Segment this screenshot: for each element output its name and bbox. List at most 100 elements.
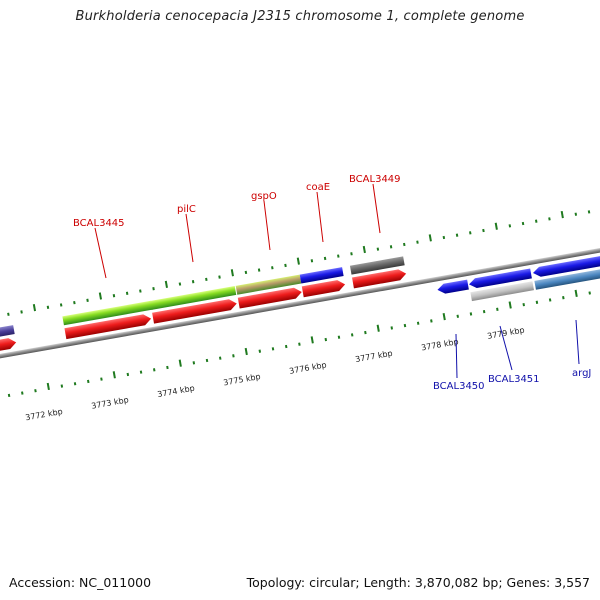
minor-tick — [562, 296, 565, 300]
major-tick — [574, 289, 578, 297]
reverse-cog-track — [470, 261, 600, 302]
minor-tick — [112, 294, 116, 298]
reverse-cog-gene[interactable] — [470, 281, 534, 302]
major-tick — [508, 301, 512, 309]
reverse-gene-arrow[interactable] — [468, 268, 532, 289]
minor-tick — [469, 231, 472, 235]
minor-tick — [324, 337, 328, 342]
minor-tick — [218, 275, 221, 279]
minor-tick — [271, 266, 274, 270]
major-tick — [560, 210, 564, 219]
major-tick — [442, 313, 446, 321]
minor-tick — [535, 300, 539, 304]
minor-tick — [350, 333, 354, 337]
major-tick — [178, 359, 182, 367]
kbp-label: 3778 kbp — [421, 337, 460, 352]
minor-tick — [548, 217, 551, 221]
reverse-gene-arrow[interactable] — [532, 249, 600, 278]
minor-tick — [482, 309, 486, 314]
forward-gene-arrow[interactable] — [0, 337, 17, 359]
outer-tick-ring — [7, 210, 591, 316]
minor-tick — [574, 212, 578, 216]
forward-gene-arrow[interactable] — [152, 298, 238, 324]
reverse-gene-arrow[interactable] — [437, 279, 469, 295]
minor-tick — [508, 224, 512, 228]
minor-tick — [521, 221, 525, 226]
forward-cog-gene[interactable] — [62, 300, 153, 326]
forward-gene-arrow[interactable] — [352, 268, 407, 289]
minor-tick — [588, 291, 591, 295]
forward-gene-arrow[interactable] — [237, 287, 303, 309]
callout-line — [575, 319, 580, 365]
minor-tick — [7, 393, 11, 398]
minor-tick — [455, 233, 459, 237]
minor-tick — [337, 254, 340, 258]
gene-label-BCAL3450[interactable]: BCAL3450 — [433, 381, 485, 392]
minor-tick — [376, 247, 380, 251]
page-title: Burkholderia cenocepacia J2315 chromosom… — [75, 9, 525, 24]
forward-cog-gene[interactable] — [349, 256, 405, 275]
minor-tick — [389, 245, 393, 249]
minor-tick — [166, 365, 169, 370]
major-tick — [296, 257, 300, 265]
minor-tick — [100, 377, 103, 381]
major-tick — [244, 347, 248, 356]
major-tick — [46, 382, 50, 391]
minor-tick — [86, 298, 89, 302]
chromosome-backbone — [0, 240, 600, 363]
forward-gene-arrow[interactable] — [64, 313, 152, 340]
minor-tick — [139, 370, 143, 374]
minor-tick — [482, 228, 485, 233]
minor-tick — [126, 372, 130, 377]
forward-gene-arrow[interactable] — [301, 279, 346, 298]
major-tick — [230, 269, 234, 277]
minor-tick — [469, 312, 473, 316]
minor-tick — [46, 305, 50, 309]
callout-line — [455, 333, 458, 379]
kbp-scale-labels: 3772 kbp 3773 kbp 3774 kbp 3775 kbp 3776… — [25, 325, 526, 422]
gene-label-BCAL3451[interactable]: BCAL3451 — [488, 374, 540, 385]
major-tick — [376, 324, 380, 332]
minor-tick — [456, 314, 460, 318]
minor-tick — [192, 361, 196, 365]
kbp-label: 3772 kbp — [25, 407, 64, 422]
minor-tick — [323, 256, 327, 261]
forward-cog-gene[interactable] — [299, 267, 344, 284]
gene-label-pilC[interactable]: pilC — [177, 204, 196, 215]
gene-label-argJ[interactable]: argJ — [572, 368, 591, 379]
minor-tick — [20, 310, 23, 314]
forward-cog-gene[interactable] — [235, 274, 302, 295]
minor-tick — [284, 344, 288, 349]
gene-label-gspO[interactable]: gspO — [251, 191, 277, 202]
minor-tick — [152, 368, 156, 372]
minor-tick — [390, 326, 394, 330]
minor-tick — [178, 282, 182, 286]
map-frame: 3772 kbp 3773 kbp 3774 kbp 3775 kbp 3776… — [0, 210, 600, 422]
kbp-label: 3775 kbp — [223, 372, 262, 387]
minor-tick — [298, 342, 301, 346]
reverse-cog-gene[interactable] — [534, 261, 600, 290]
minor-tick — [337, 335, 341, 339]
minor-tick — [284, 263, 287, 268]
minor-tick — [364, 330, 367, 335]
minor-tick — [496, 307, 499, 311]
major-tick — [98, 292, 103, 300]
minor-tick — [152, 287, 155, 291]
minor-tick — [430, 319, 433, 323]
major-tick — [112, 371, 116, 379]
minor-tick — [7, 312, 10, 316]
major-tick — [362, 245, 366, 254]
forward-cog-gene[interactable] — [150, 286, 237, 310]
major-tick — [310, 336, 314, 344]
callout-line — [94, 227, 107, 279]
gene-label-BCAL3449[interactable]: BCAL3449 — [349, 174, 401, 185]
minor-tick — [587, 210, 591, 214]
minor-tick — [73, 300, 76, 305]
kbp-label: 3776 kbp — [289, 360, 328, 375]
gene-label-BCAL3445[interactable]: BCAL3445 — [73, 218, 125, 229]
gene-label-coaE[interactable]: coaE — [306, 182, 330, 193]
minor-tick — [442, 235, 446, 240]
callout-line — [372, 183, 381, 234]
